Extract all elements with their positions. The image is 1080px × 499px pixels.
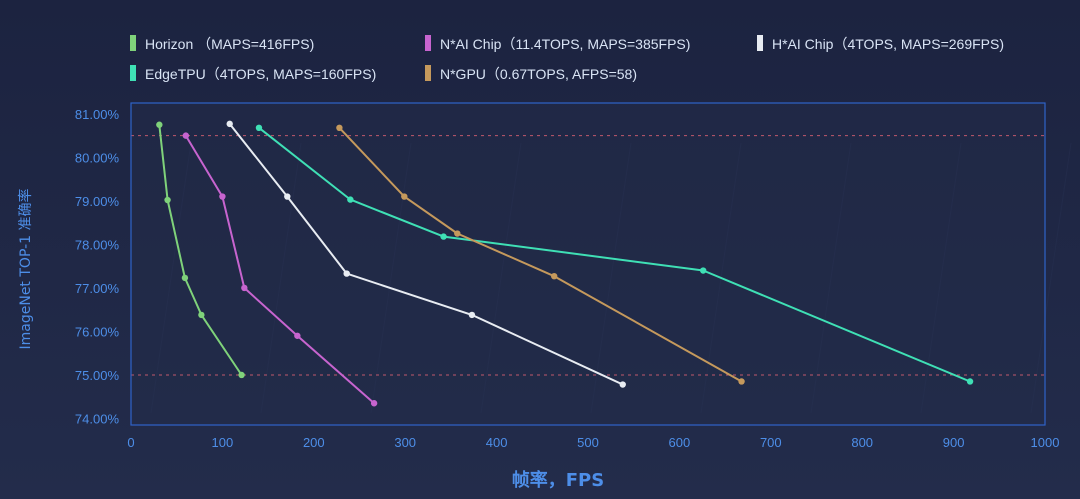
x-axis-title: 帧率，FPS <box>512 469 604 491</box>
data-point <box>468 311 476 319</box>
plot-area-fill <box>131 103 1045 425</box>
y-tick-label: 81.00% <box>75 107 120 122</box>
data-point <box>347 196 354 203</box>
background-trace <box>260 142 302 414</box>
legend-label: H*AI Chip（4TOPS, MAPS=269FPS) <box>772 36 1004 52</box>
x-tick-label: 800 <box>851 435 873 450</box>
data-point <box>619 381 626 388</box>
legend: Horizon （MAPS=416FPS) N*AI Chip（11.4TOPS,… <box>130 35 1004 82</box>
legend-swatch <box>425 65 431 81</box>
data-point <box>738 378 745 385</box>
y-tick-label: 78.00% <box>75 237 120 252</box>
background-trace <box>810 142 852 414</box>
data-point <box>241 284 248 292</box>
legend-label: N*AI Chip（11.4TOPS, MAPS=385FPS) <box>440 36 690 52</box>
reference-lines <box>131 135 1045 376</box>
y-axis-ticks: 74.00% 75.00% 76.00% 77.00% 78.00% 79.00% 80.0… <box>75 107 120 427</box>
legend-swatch <box>130 35 136 51</box>
background-trace <box>370 142 412 414</box>
data-point <box>343 270 350 277</box>
x-tick-label: 200 <box>303 435 325 450</box>
legend-swatch <box>757 35 763 51</box>
x-tick-label: 400 <box>486 435 508 450</box>
data-point <box>699 267 707 274</box>
x-tick-label: 1000 <box>1031 435 1060 450</box>
y-tick-label: 79.00% <box>75 194 120 209</box>
data-point <box>255 124 263 132</box>
legend-label: EdgeTPU（4TOPS, MAPS=160FPS) <box>145 66 376 82</box>
x-axis-ticks: 0 100 200 300 400 500 600 700 800 900 1000 <box>127 435 1059 450</box>
x-tick-label: 0 <box>127 435 134 450</box>
y-tick-label: 80.00% <box>75 150 120 165</box>
data-point <box>294 332 301 339</box>
y-tick-label: 74.00% <box>75 411 120 426</box>
background-trace <box>150 142 192 414</box>
background-trace <box>480 142 522 414</box>
data-point <box>401 193 408 200</box>
y-axis-title: ImageNet TOP-1 准确率 <box>17 189 34 350</box>
data-point <box>181 274 189 282</box>
data-point <box>164 196 171 204</box>
legend-swatch <box>130 65 136 81</box>
plot-area-frame <box>130 102 1046 426</box>
background-trace <box>1030 142 1072 414</box>
legend-label: Horizon （MAPS=416FPS) <box>145 36 314 52</box>
legend-label: N*GPU（0.67TOPS, AFPS=58) <box>440 66 637 82</box>
data-point <box>454 230 461 237</box>
data-point <box>156 121 163 128</box>
data-point <box>370 400 378 407</box>
x-tick-label: 700 <box>760 435 782 450</box>
y-tick-label: 77.00% <box>75 281 120 296</box>
background-trace <box>920 142 962 414</box>
y-tick-label: 75.00% <box>75 368 120 383</box>
data-point <box>226 120 233 128</box>
data-point <box>440 233 447 240</box>
x-tick-label: 900 <box>943 435 965 450</box>
x-tick-label: 300 <box>394 435 416 450</box>
data-point <box>284 193 291 200</box>
legend-swatch <box>425 35 431 51</box>
x-tick-label: 100 <box>212 435 234 450</box>
data-point <box>550 272 558 280</box>
x-tick-label: 600 <box>669 435 691 450</box>
series-lines <box>156 120 974 407</box>
data-point <box>336 124 343 132</box>
y-tick-label: 76.00% <box>75 324 120 339</box>
background-trace <box>590 142 632 414</box>
data-point <box>219 193 226 200</box>
plot-background-decor <box>131 103 1072 425</box>
data-point <box>966 378 974 385</box>
data-point <box>238 371 245 379</box>
x-tick-label: 500 <box>577 435 599 450</box>
data-point <box>198 311 205 319</box>
data-point <box>182 132 190 139</box>
